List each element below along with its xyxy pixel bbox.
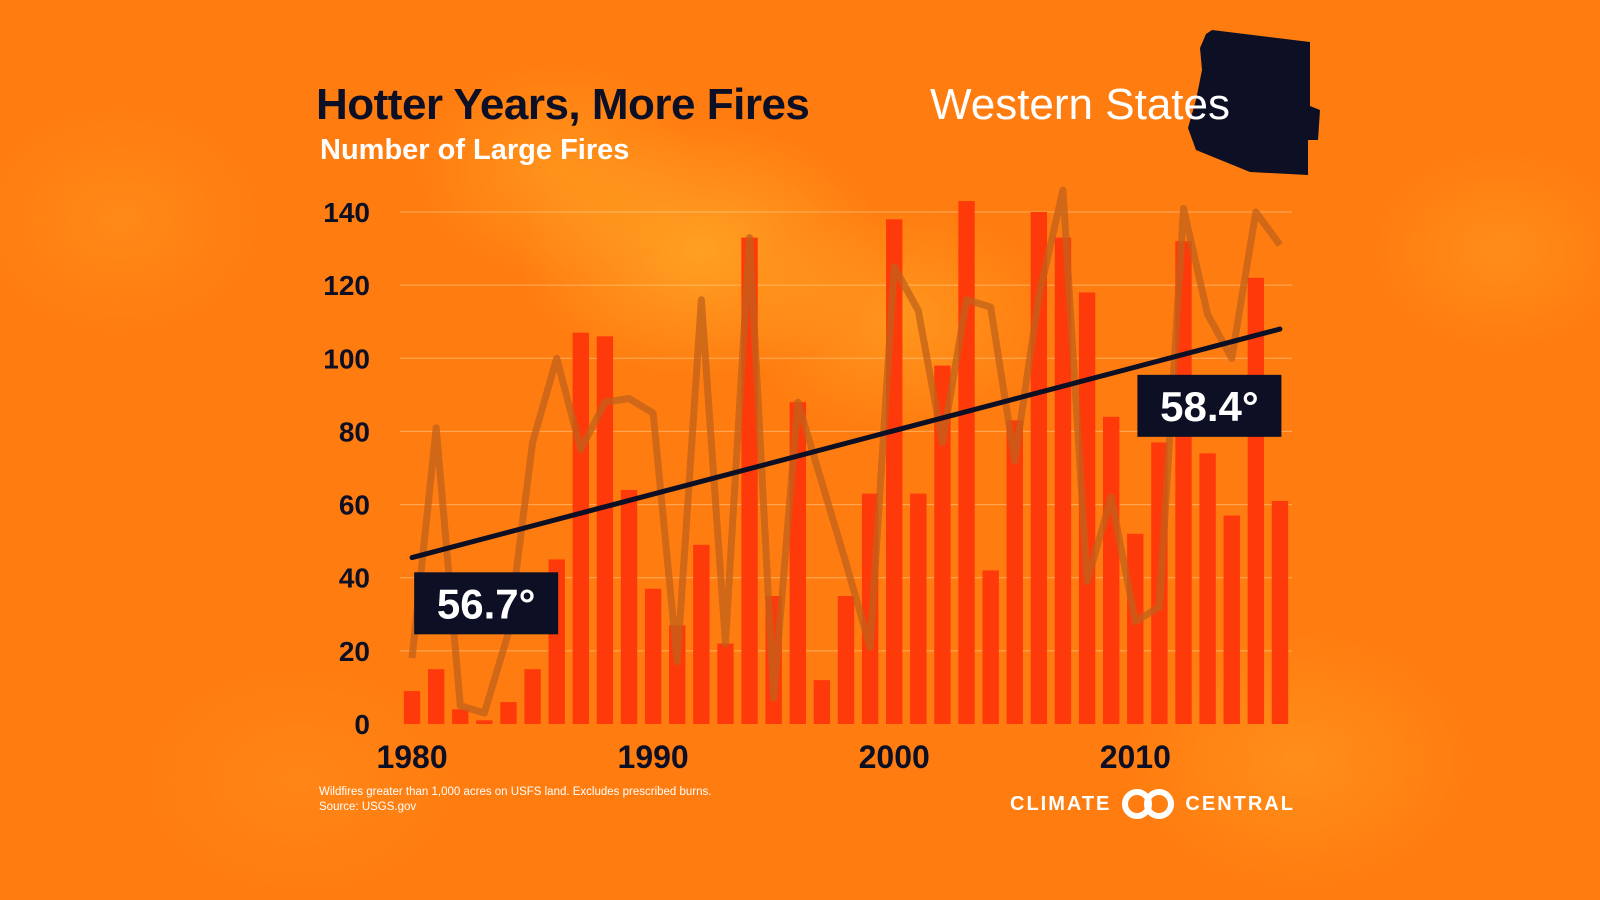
bar [1054, 237, 1072, 724]
bar [427, 669, 445, 724]
temperature-line [408, 186, 1283, 717]
footnote-description: Wildfires greater than 1,000 acres on US… [319, 786, 712, 798]
y-tick-label: 120 [323, 270, 370, 301]
trend-series-line [409, 326, 1283, 561]
footnote-source: Source: USGS.gov [319, 801, 417, 813]
annotation-label: 56.7° [437, 580, 536, 627]
chart-subtitle: Number of Large Fires [320, 134, 630, 166]
climate-central-logo: CLIMATE CENTRAL [1010, 787, 1295, 821]
bar [644, 588, 662, 724]
bar [1199, 453, 1216, 724]
bar [1078, 292, 1096, 724]
bar [717, 643, 734, 724]
y-tick-label: 40 [339, 563, 370, 594]
trend-line [409, 326, 1283, 561]
footnote: Wildfires greater than 1,000 acres on US… [319, 785, 711, 815]
bar [476, 720, 493, 724]
y-tick-label: 140 [323, 197, 370, 228]
bar [572, 332, 590, 724]
bar [982, 570, 999, 724]
bar [958, 201, 975, 724]
annotations: 56.7° 58.4° [414, 374, 1282, 635]
bar [1271, 500, 1289, 724]
bar [620, 489, 638, 724]
y-tick-label: 20 [339, 636, 370, 667]
y-tick-label: 100 [323, 343, 370, 374]
chart-title: Hotter Years, More Fires [316, 80, 810, 129]
western-states-map-icon [1188, 30, 1320, 175]
bar [524, 669, 541, 724]
bar [1223, 515, 1240, 724]
y-tick-label: 60 [339, 490, 370, 521]
bar [1175, 241, 1192, 724]
bar [1102, 416, 1120, 724]
annotation-box [414, 572, 559, 635]
annotation-label: 58.4° [1160, 383, 1259, 430]
x-tick-label: 2000 [859, 739, 930, 775]
bar [910, 493, 927, 724]
bar [403, 691, 421, 724]
annotation-box [1137, 374, 1282, 437]
x-tick-label: 1980 [376, 739, 447, 775]
bar [813, 680, 831, 724]
y-axis: 0 20 40 60 80 100 120 140 [323, 197, 370, 740]
logo-text-left: CLIMATE [1010, 792, 1112, 815]
x-axis: 1980 1990 2000 2010 [376, 739, 1170, 775]
bar [596, 336, 614, 724]
bar [1006, 420, 1023, 724]
x-tick-label: 2010 [1100, 739, 1171, 775]
bars [403, 201, 1289, 725]
temperature-series-line [408, 186, 1283, 717]
bar [1247, 277, 1265, 724]
double-ring-icon [1122, 789, 1175, 819]
x-tick-label: 1990 [618, 739, 689, 775]
bar [452, 709, 469, 724]
region-label: Western States [930, 80, 1230, 129]
bar [934, 365, 951, 724]
y-tick-label: 0 [354, 709, 370, 740]
bar [837, 596, 855, 724]
y-tick-label: 80 [339, 416, 370, 447]
bar [1127, 533, 1144, 724]
bar [693, 544, 710, 724]
logo-text-right: CENTRAL [1185, 792, 1295, 815]
bar [500, 702, 517, 724]
